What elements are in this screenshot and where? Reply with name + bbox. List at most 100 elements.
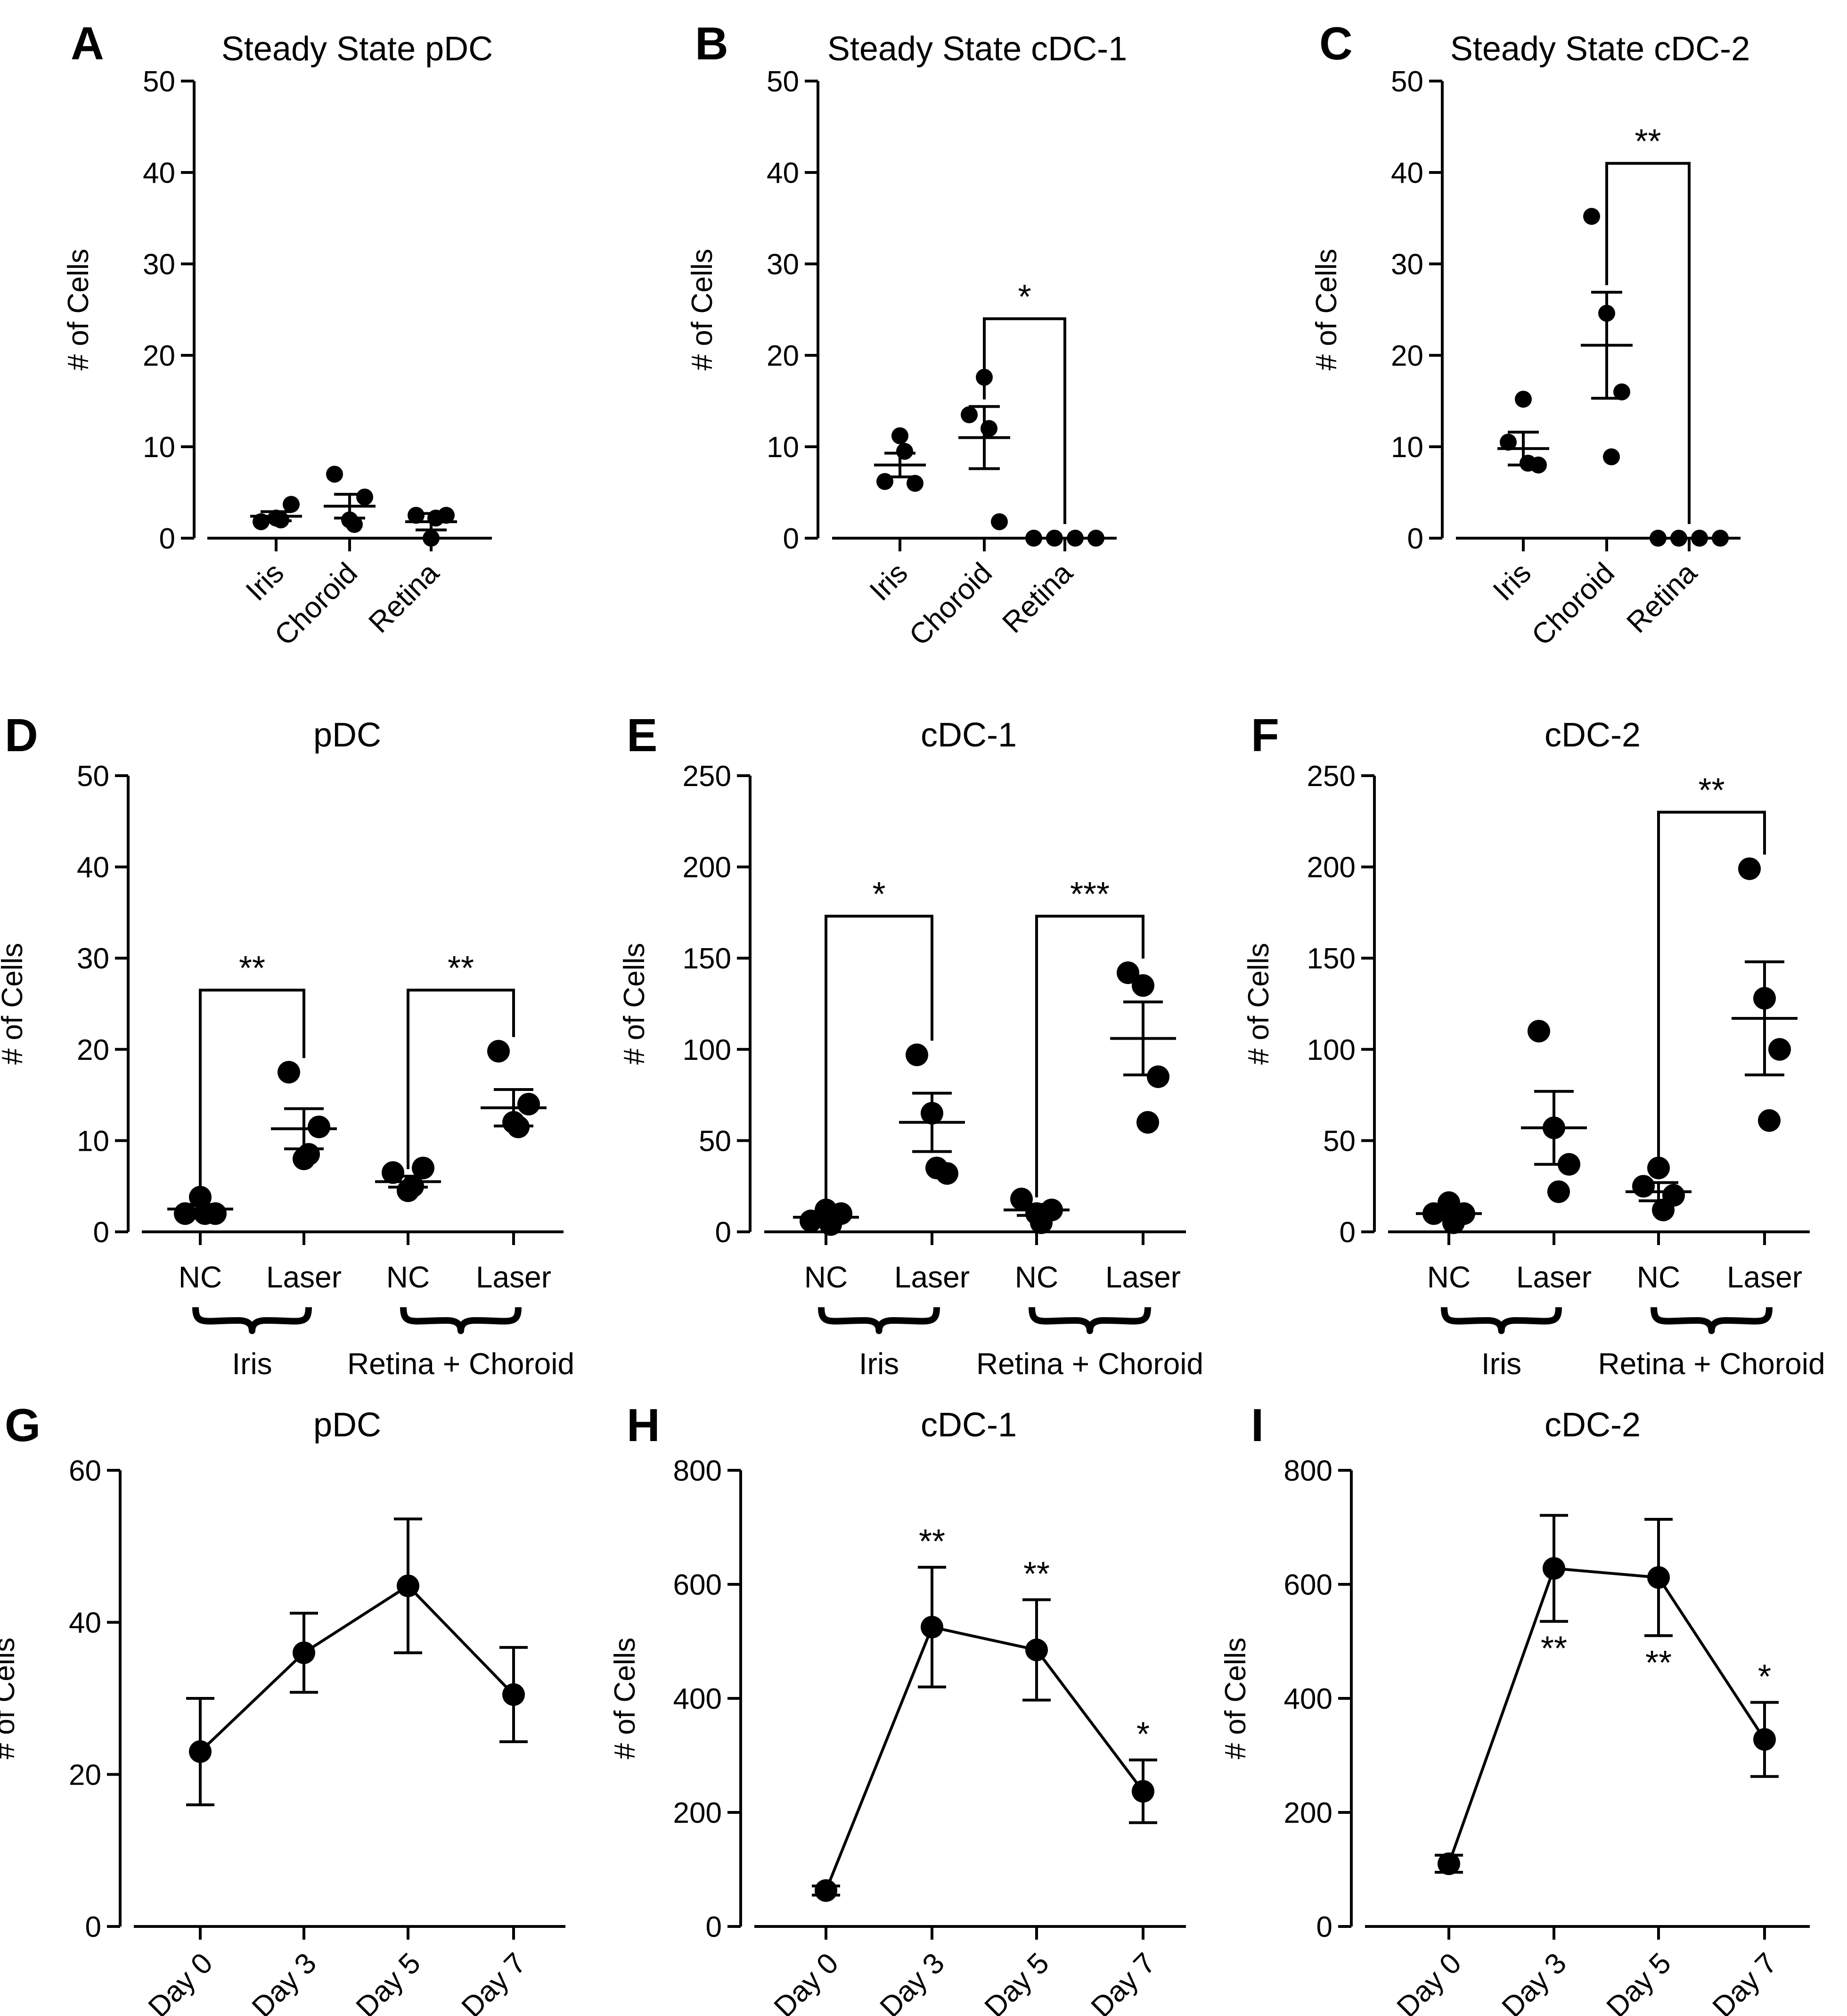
data-point xyxy=(1758,1109,1781,1132)
y-tick-label: 40 xyxy=(69,1607,101,1639)
significance-bracket xyxy=(1605,162,1691,524)
y-tick-label: 30 xyxy=(77,942,109,975)
y-tick-label: 200 xyxy=(1284,1797,1332,1829)
y-tick-label: 100 xyxy=(1307,1034,1356,1066)
data-point xyxy=(1632,1175,1655,1198)
group-label: Retina + Choroid xyxy=(347,1347,574,1381)
data-point xyxy=(1652,1198,1675,1221)
y-tick-label: 0 xyxy=(85,1911,101,1943)
x-tick-label: Day 7 xyxy=(1085,1947,1162,2016)
group-brace xyxy=(1029,1307,1151,1334)
panel-letter: I xyxy=(1251,1399,1264,1451)
group-label: Retina + Choroid xyxy=(976,1347,1203,1381)
data-point xyxy=(961,406,978,424)
chart-title: pDC xyxy=(313,1406,381,1444)
data-point xyxy=(1613,383,1630,401)
data-point xyxy=(1768,1038,1791,1061)
y-axis-label: # of Cells xyxy=(1242,943,1275,1065)
y-tick-label: 50 xyxy=(699,1125,731,1157)
data-point xyxy=(1753,1728,1776,1751)
significance-stars: ** xyxy=(239,950,265,987)
y-axis-label: # of Cells xyxy=(686,249,719,370)
y-tick-label: 50 xyxy=(1391,66,1423,98)
significance-stars: ** xyxy=(1541,1630,1567,1668)
significance-bracket xyxy=(407,988,515,1169)
y-tick-label: 0 xyxy=(93,1216,109,1249)
x-tick-label: Day 7 xyxy=(456,1947,532,2016)
y-tick-label: 40 xyxy=(77,852,109,884)
data-point xyxy=(283,496,300,513)
group-brace xyxy=(1651,1307,1773,1334)
y-tick-label: 40 xyxy=(767,157,799,189)
group-brace xyxy=(1441,1307,1562,1334)
chart-title: Steady State pDC xyxy=(221,30,493,68)
series-line xyxy=(825,1625,1144,1891)
y-axis-label: # of Cells xyxy=(609,1638,641,1759)
y-tick-label: 20 xyxy=(77,1034,109,1066)
data-point xyxy=(1543,1557,1565,1580)
significance-stars: *** xyxy=(1070,876,1110,913)
significance-stars: ** xyxy=(1635,123,1661,161)
data-point xyxy=(1132,1780,1154,1803)
data-point xyxy=(907,475,924,492)
data-point xyxy=(517,1092,540,1115)
data-point xyxy=(1650,530,1667,547)
x-tick-label: NC xyxy=(1015,1260,1058,1294)
data-point xyxy=(408,507,425,524)
y-tick-label: 150 xyxy=(1307,942,1356,975)
data-point xyxy=(1067,530,1084,547)
y-tick-label: 100 xyxy=(683,1034,731,1066)
y-tick-label: 10 xyxy=(1391,431,1423,464)
data-point xyxy=(1025,1639,1048,1662)
panel-letter: A xyxy=(71,17,104,69)
x-tick-label: NC xyxy=(179,1260,222,1294)
y-axis-label: # of Cells xyxy=(0,943,29,1065)
y-axis-label: # of Cells xyxy=(618,943,651,1065)
group-brace xyxy=(400,1307,522,1334)
y-tick-label: 0 xyxy=(715,1216,731,1249)
significance-bracket xyxy=(983,317,1066,524)
data-point xyxy=(293,1641,315,1664)
group-label: Iris xyxy=(859,1347,899,1381)
y-tick-label: 20 xyxy=(69,1759,101,1791)
y-tick-label: 0 xyxy=(1316,1911,1332,1943)
data-point xyxy=(382,1161,404,1184)
data-point xyxy=(1738,857,1761,880)
data-point xyxy=(487,1040,510,1063)
x-tick-label: Day 3 xyxy=(874,1947,951,2016)
data-point xyxy=(1712,530,1729,547)
x-tick-label: NC xyxy=(804,1260,848,1294)
y-tick-label: 30 xyxy=(1391,248,1423,281)
data-point xyxy=(1136,1111,1159,1134)
data-point xyxy=(1147,1065,1169,1088)
y-tick-label: 250 xyxy=(683,760,731,793)
x-tick-label: Iris xyxy=(1487,557,1537,607)
x-tick-label: Day 0 xyxy=(1391,1947,1468,2016)
x-tick-label: Iris xyxy=(240,557,290,607)
data-point xyxy=(326,466,343,483)
x-tick-label: Iris xyxy=(864,557,914,607)
panel-a: A Steady State pDC 0 10 20 30 40 50 # of Cells Ir… xyxy=(62,17,493,652)
y-tick-label: 0 xyxy=(159,523,175,555)
significance-stars: ** xyxy=(448,950,474,987)
y-tick-label: 250 xyxy=(1307,760,1356,793)
y-tick-label: 600 xyxy=(1284,1569,1332,1601)
data-point xyxy=(356,488,373,506)
x-tick-label: Laser xyxy=(1727,1260,1802,1294)
data-point xyxy=(278,1061,300,1084)
group-brace xyxy=(192,1307,312,1334)
significance-bracket xyxy=(1035,915,1144,1197)
chart-title: cDC-1 xyxy=(921,716,1017,754)
data-point xyxy=(423,530,440,547)
panel-letter: F xyxy=(1251,709,1279,761)
y-tick-label: 200 xyxy=(683,852,731,884)
data-point xyxy=(921,1615,943,1639)
y-tick-label: 20 xyxy=(767,340,799,372)
x-tick-label: Choroid xyxy=(1526,557,1621,652)
x-tick-label: NC xyxy=(1427,1260,1471,1294)
chart-title: Steady State cDC-1 xyxy=(827,30,1127,68)
series-line xyxy=(199,1584,515,1753)
y-tick-label: 600 xyxy=(673,1569,722,1601)
